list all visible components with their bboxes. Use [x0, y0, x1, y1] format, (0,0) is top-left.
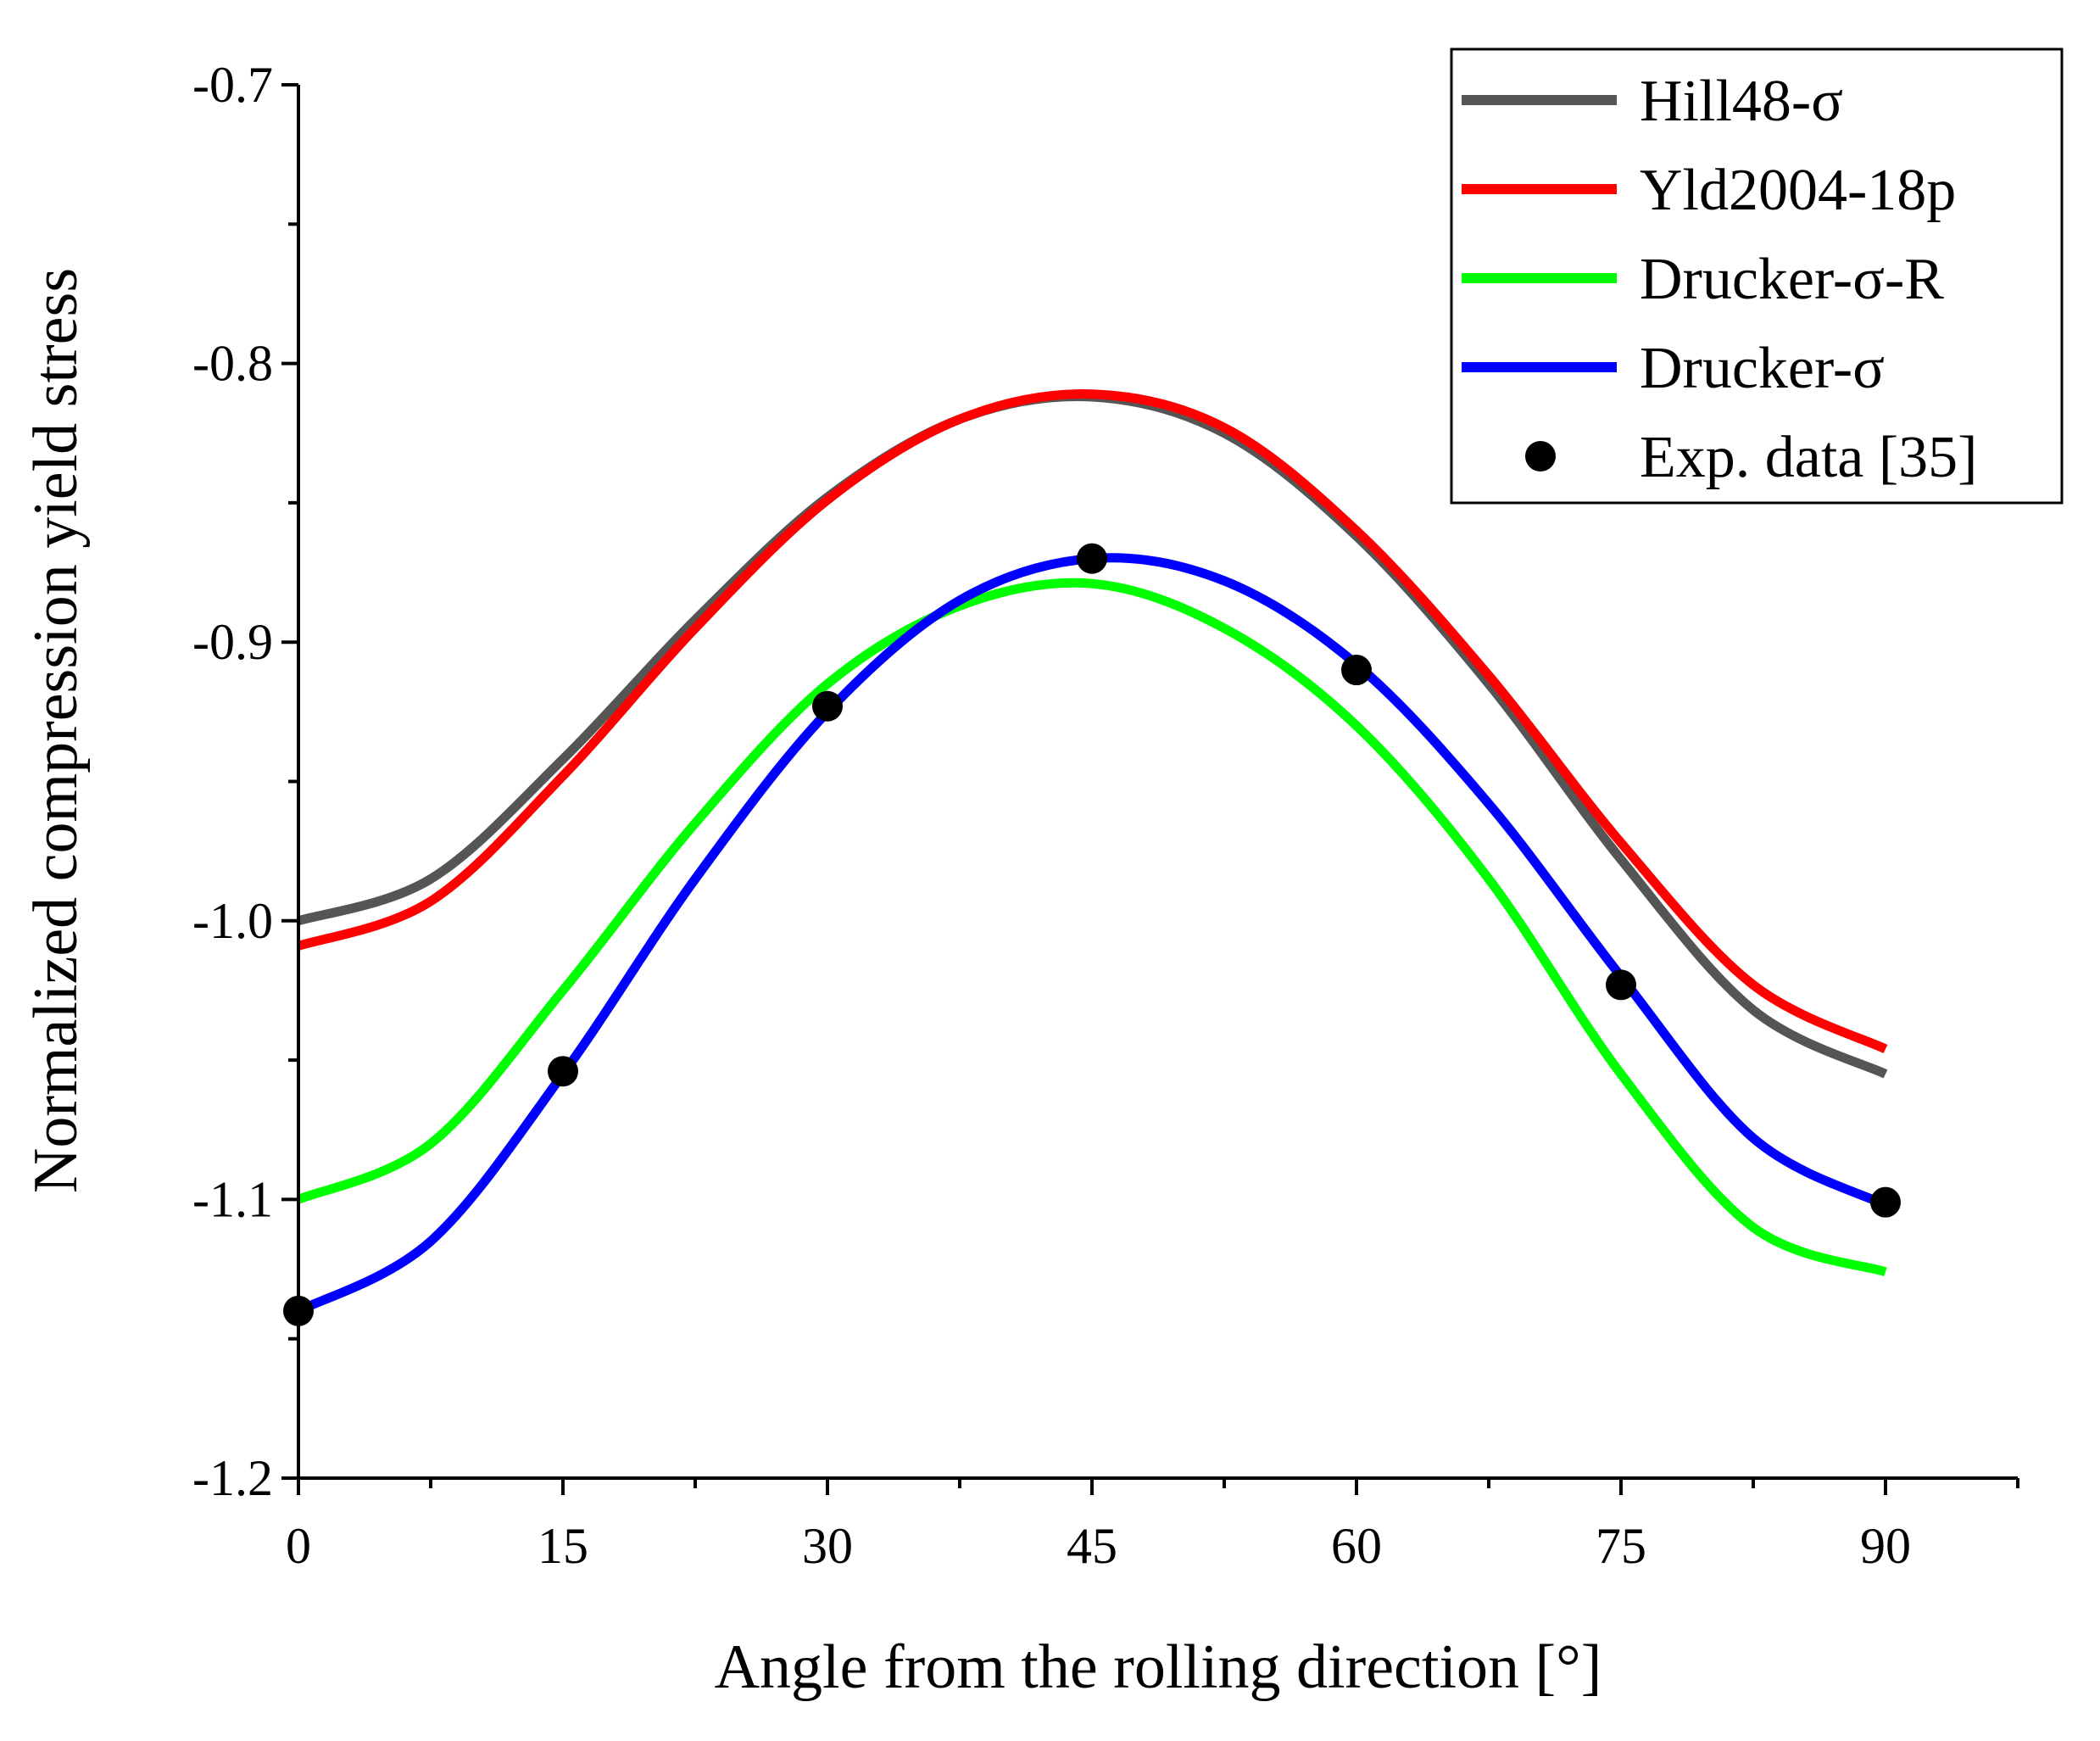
exp-data-point	[1341, 655, 1372, 686]
x-tick-label: 45	[1067, 1518, 1117, 1574]
legend: Hill48-σ Yld2004-18p Drucker-σ-R Drucker-σ E…	[1450, 47, 2064, 505]
x-tick-label: 90	[1860, 1518, 1911, 1574]
x-tick-label: 75	[1596, 1518, 1646, 1574]
series-line-1	[297, 389, 1888, 1053]
x-tick-label: 60	[1331, 1518, 1382, 1574]
legend-label-1: Yld2004-18p	[1640, 158, 1956, 223]
y-tick-label: -1.0	[192, 893, 273, 949]
x-tick-label: 30	[802, 1518, 853, 1574]
exp-data-point	[548, 1056, 578, 1087]
legend-swatch-point	[1525, 441, 1556, 472]
x-tick-label: 15	[538, 1518, 588, 1574]
legend-label-2: Drucker-σ-R	[1640, 247, 1944, 312]
y-tick-label: -1.2	[192, 1450, 273, 1506]
legend-label-3: Drucker-σ	[1640, 336, 1885, 401]
series-group	[296, 389, 1888, 1315]
axes-group: 0 15 30 45 60 75 90 -1.2 -1.1 -1.0 -0.9 -0.8 -0.7	[192, 57, 2019, 1574]
exp-data-point	[812, 690, 843, 722]
x-axis-title: Angle from the rolling direction [°]	[715, 1632, 1602, 1702]
y-axis-title: Normalized compression yield stress	[21, 268, 91, 1193]
exp-points-group	[283, 543, 1901, 1326]
legend-label-0: Hill48-σ	[1640, 69, 1843, 134]
x-tick-label: 0	[286, 1518, 311, 1574]
y-tick-label: -0.8	[192, 336, 273, 392]
exp-data-point	[1077, 543, 1107, 574]
y-tick-label: -0.9	[192, 614, 273, 670]
series-line-3	[296, 553, 1888, 1315]
series-line-2	[296, 578, 1887, 1277]
y-tick-label: -0.7	[192, 57, 273, 113]
exp-data-point	[1606, 969, 1636, 1001]
legend-label-4: Exp. data [35]	[1640, 425, 1977, 490]
y-tick-label: -1.1	[192, 1171, 273, 1227]
exp-data-point	[1870, 1186, 1901, 1218]
